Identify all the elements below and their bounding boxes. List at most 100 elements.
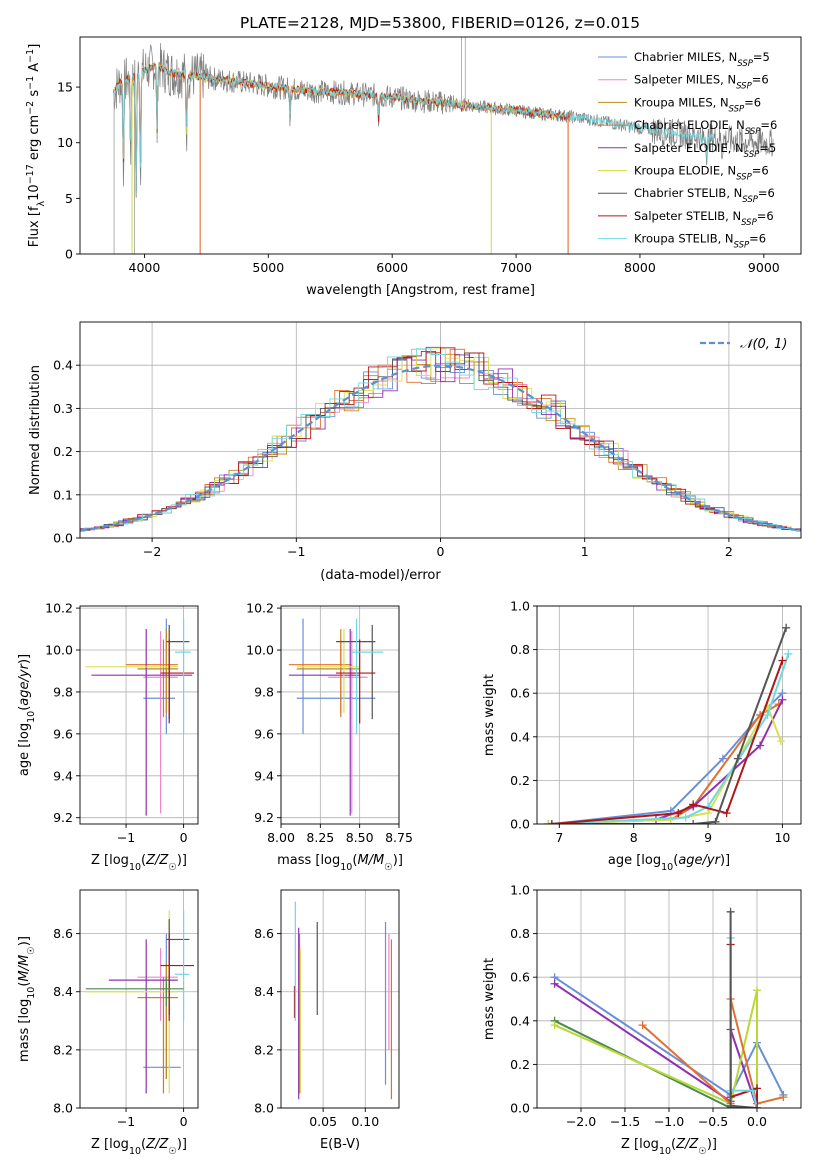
mass-weight-vs-age-frame	[536, 605, 802, 825]
mass-weight-vs-age-xtick-label: 9	[704, 830, 712, 845]
mass-vs-Z-frame	[79, 889, 199, 1109]
age-vs-Z-xlabel-part: Z [log	[91, 853, 129, 868]
spectrum-legend-text: Chabrier MILES, N	[634, 50, 737, 64]
mass-vs-Z-xlabel-part: Z [log	[91, 1137, 129, 1152]
mass-vs-Z-ytick-label: 8.4	[53, 984, 73, 999]
spectrum-legend-text: Chabrier ELODIE, N	[634, 118, 745, 132]
mass-weight-vs-age-point-marker	[718, 754, 727, 763]
spectrum-ylabel-part: −1	[25, 49, 36, 63]
mass-vs-EBV-ytick-label: 8.4	[254, 984, 274, 999]
mass-weight-vs-age-ytick-label: 0.8	[510, 642, 530, 657]
spectrum-legend-tail: =6	[758, 186, 775, 200]
residuals-xtick-label: 0	[437, 544, 445, 559]
spectrum-ytick-label: 15	[57, 80, 73, 95]
mass-weight-vs-age-point-marker	[782, 623, 791, 632]
mass-vs-Z-ylabel-part: )]	[17, 936, 32, 946]
mass-vs-Z-xlabel-part: Z/Z	[145, 1137, 169, 1152]
age-vs-mass-frame	[280, 605, 400, 825]
spectrum-xtick-label: 8000	[624, 260, 656, 275]
mass-weight-vs-age-point-marker	[733, 754, 742, 763]
age-vs-Z-xlabel-part: Z/Z	[145, 853, 169, 868]
spectrum-xtick-label: 5000	[252, 260, 284, 275]
mass-weight-vs-age-plot-area	[544, 623, 793, 824]
mass-vs-Z-ylabel-part: ☉	[26, 946, 37, 955]
mass-weight-vs-age-point-marker	[711, 817, 720, 824]
spectrum-legend-sub: SSP	[737, 59, 753, 69]
spectrum-legend-text: Salpeter ELODIE, N	[634, 141, 744, 155]
mass-vs-Z-xlabel: Z [log10(Z/Z☉)]	[91, 1137, 187, 1157]
mass-weight-vs-Z-ticks: −2.0 −1.5 −1.0 −0.5 0.0 0.0 0.2 0.4 0.6 0.8 1.0	[510, 883, 767, 1130]
mass-weight-vs-Z-point-marker	[726, 907, 735, 916]
spectrum-legend-sub: SSP	[729, 104, 745, 114]
mass-weight-vs-age-point-marker	[666, 815, 675, 824]
mass-weight-vs-Z-ytick-label: 0.0	[510, 1101, 530, 1116]
spectrum-ylabel-part: 10	[27, 184, 42, 201]
mass-vs-Z-plot-area	[85, 910, 194, 1094]
age-vs-Z-xlabel: Z [log10(Z/Z☉)]	[91, 853, 187, 873]
spectrum-legend-text: Kroupa ELODIE, N	[634, 164, 736, 178]
mass-weight-vs-Z-point-marker	[550, 1021, 559, 1030]
age-vs-mass-ytick-label: 9.4	[254, 768, 274, 783]
age-vs-Z-ytick-label: 9.2	[53, 810, 73, 825]
age-vs-Z-ytick-label: 9.4	[53, 768, 73, 783]
spectrum-legend-label: Kroupa STELIB, NSSP=6	[634, 232, 766, 251]
mass-weight-vs-age-point-marker	[778, 656, 787, 665]
mass-weight-vs-Z-frame	[536, 889, 802, 1109]
mass-vs-Z-ylabel-part: (	[17, 982, 32, 987]
residuals-ylabel: Normed distribution	[28, 365, 43, 495]
age-vs-Z-grid	[80, 606, 198, 824]
residuals-ytick-label: 0.1	[53, 487, 73, 502]
mass-weight-vs-Z-xtick-label: −2.0	[566, 1114, 596, 1129]
age-vs-mass-xtick-label: 8.00	[267, 830, 295, 845]
mass-weight-vs-Z-xlabel-part: 10	[659, 1146, 671, 1157]
mass-weight-vs-Z-point-marker	[753, 986, 761, 995]
mass-weight-vs-age-xlabel: age [log10(age/yr)]	[608, 853, 730, 873]
mass-weight-vs-age-point-marker	[784, 649, 793, 658]
age-vs-mass-xlabel-part: mass [log	[277, 853, 340, 868]
spectrum-ytick-label: 0	[65, 247, 73, 262]
mass-weight-vs-Z-xtick-label: −1.0	[654, 1114, 684, 1129]
residuals-xtick-label: −2	[143, 544, 161, 559]
age-vs-mass-ytick-label: 10.2	[246, 601, 274, 616]
residuals-frame	[79, 321, 802, 539]
mass-weight-vs-age-xtick-label: 10	[774, 830, 790, 845]
age-vs-Z-xtick-label: 0	[180, 830, 188, 845]
spectrum-ylabel-part: A	[27, 63, 42, 76]
age-vs-Z-ylabel-part: age/yr	[17, 662, 32, 705]
spectrum-legend-label: Chabrier ELODIE, NSSP=6	[634, 118, 777, 137]
mass-vs-EBV-ticks: 0.05 0.10 8.0 8.2 8.4 8.6	[254, 926, 379, 1129]
spectrum-legend-tail: =6	[757, 209, 774, 223]
residuals-histogram-series	[80, 348, 801, 532]
mass-weight-vs-age-point-marker	[776, 737, 785, 746]
mass-weight-vs-age-ytick-label: 0.0	[510, 817, 530, 832]
residuals-ytick-label: 0.3	[53, 401, 73, 416]
residuals-plot-area	[80, 346, 801, 533]
spectrum-ylabel-part: s	[27, 90, 42, 101]
residuals-normal-curve	[80, 364, 801, 532]
mass-vs-Z-xlabel-part: 10	[129, 1146, 141, 1157]
mass-weight-vs-Z-point-marker	[753, 1084, 761, 1093]
spectrum-legend-label: Chabrier STELIB, NSSP=6	[634, 186, 775, 205]
residuals-xlabel: (data-model)/error	[320, 568, 441, 583]
age-vs-Z-ytick-label: 10.0	[45, 643, 73, 658]
spectrum-panel: 4000 5000 6000 7000 8000 9000 0 5 10 15 Chabrier M…	[25, 36, 802, 298]
age-vs-Z-ylabel-part: 10	[26, 711, 37, 723]
spectrum-legend-sub: SSP	[741, 218, 757, 228]
mass-weight-vs-age-xlabel-part: age/yr	[678, 853, 721, 868]
age-vs-mass-xtick-label: 8.25	[306, 830, 334, 845]
mass-weight-vs-Z-ytick-label: 0.6	[510, 970, 530, 985]
spectrum-xlabel: wavelength [Angstrom, rest frame]	[306, 283, 535, 298]
age-vs-Z-ylabel: age [log10(age/yr)]	[17, 654, 37, 776]
age-vs-Z-ytick-label: 9.8	[53, 684, 73, 699]
residuals-ytick-label: 0.0	[53, 531, 73, 546]
mass-weight-vs-Z-plot-area	[550, 907, 788, 1108]
spectrum-ylabel-part: −17	[25, 164, 36, 184]
age-vs-mass-xtick-label: 8.75	[385, 830, 413, 845]
age-vs-mass-xlabel-part: 10	[340, 862, 352, 873]
spectrum-legend-sub: SSP	[736, 173, 752, 183]
mass-weight-vs-age-ylabel: mass weight	[482, 674, 497, 756]
spectrum-legend-tail: =6	[744, 95, 761, 109]
mass-vs-Z-xlabel-part: (	[141, 1137, 146, 1152]
spectrum-xtick-label: 6000	[376, 260, 408, 275]
